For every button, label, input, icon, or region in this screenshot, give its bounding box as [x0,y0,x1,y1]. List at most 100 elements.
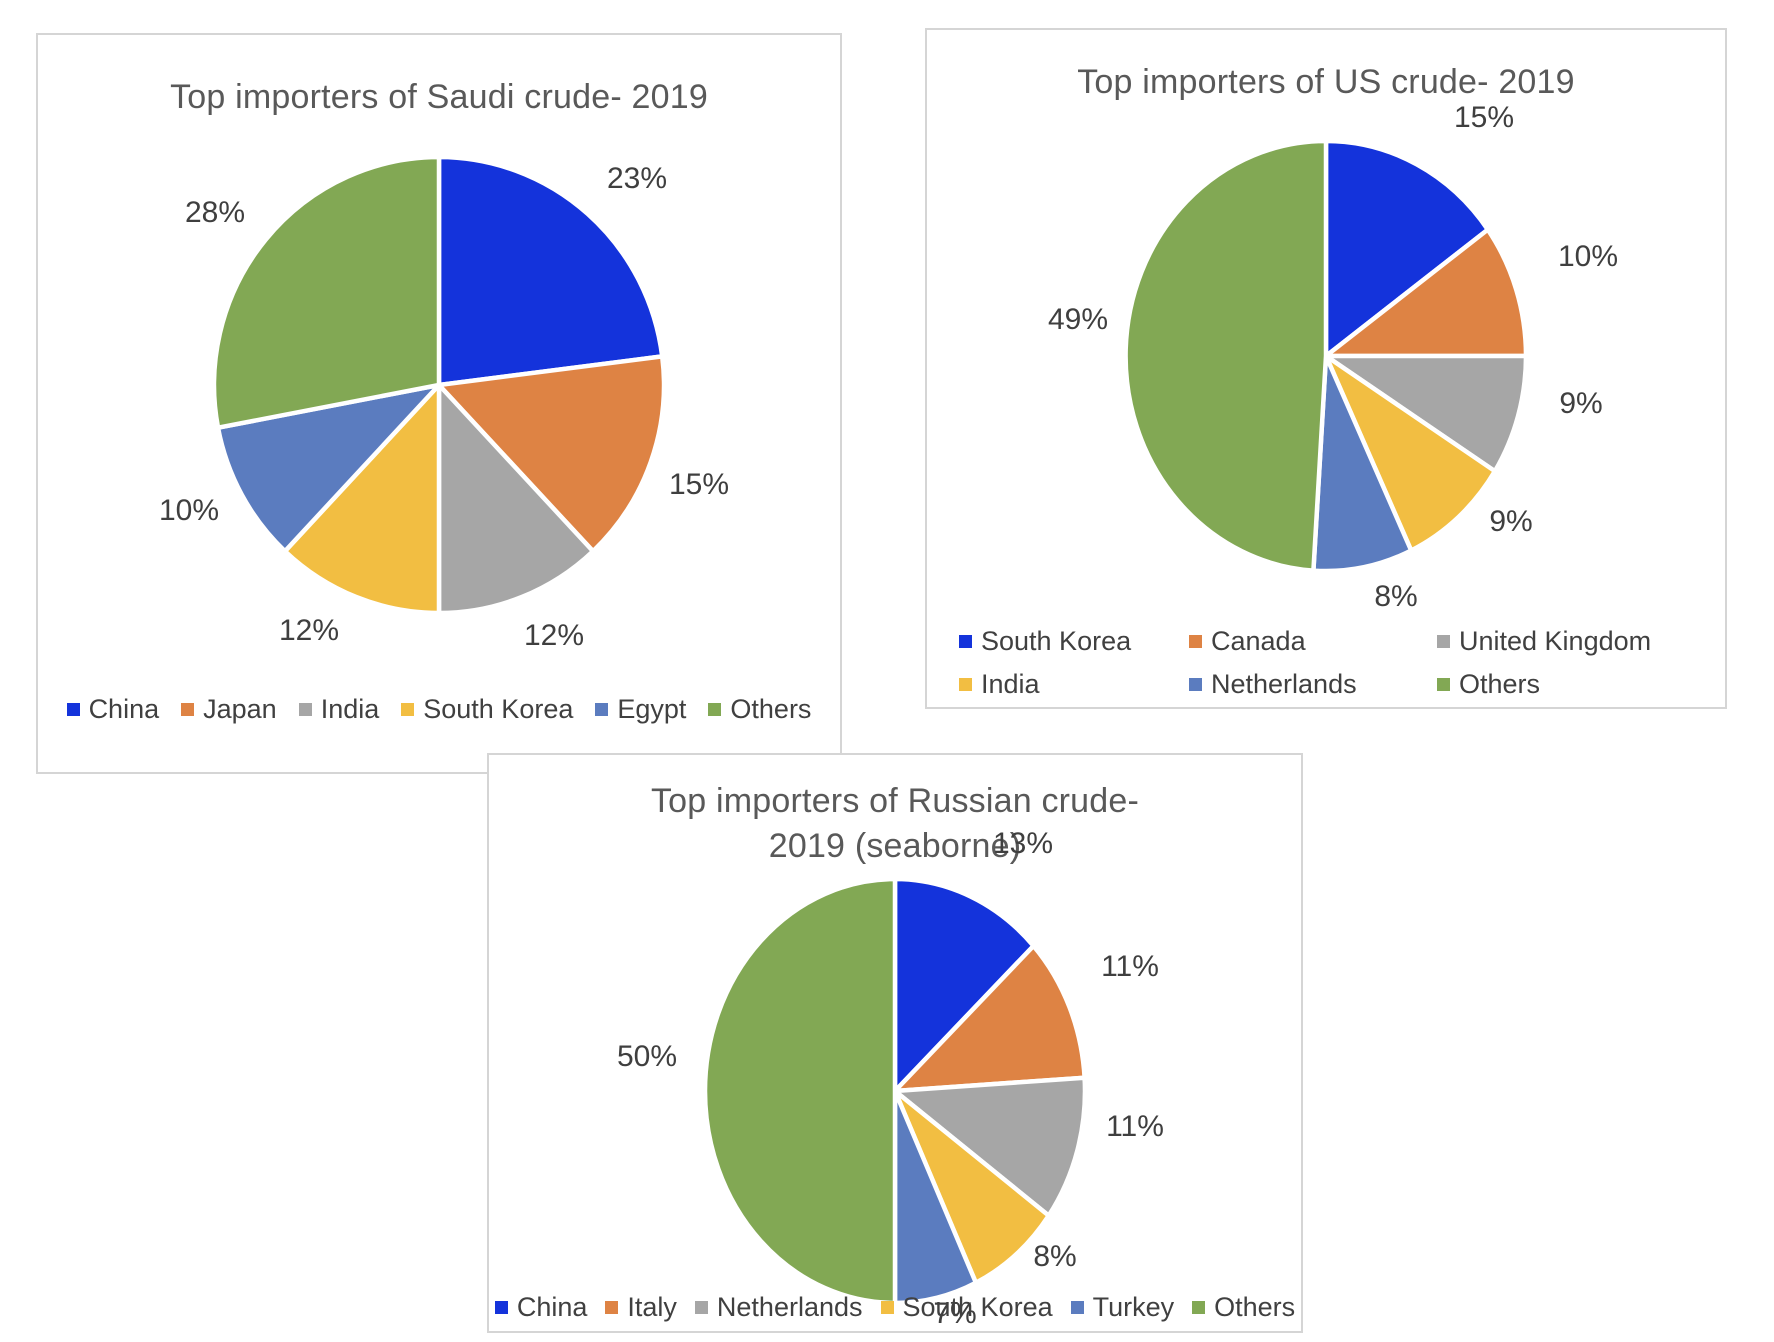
russian-legend-label-italy: Italy [627,1292,677,1322]
saudi-legend-swatch-south-korea [401,702,415,716]
russian-legend-item-italy: Italy [605,1292,677,1323]
russian-legend-label-others: Others [1214,1292,1296,1322]
russian-legend-label-china: China [516,1292,588,1322]
russian-legend-swatch-netherlands [694,1301,708,1314]
us-pie-slices [1123,138,1529,574]
saudi-pie-slice-india [436,382,596,616]
saudi-legend-swatch-egypt [595,702,609,716]
russian-pie-slices [702,876,1088,1305]
russian-legend-swatch-italy [605,1301,619,1314]
russian-legend-item-china: China [494,1292,588,1323]
russian-legend-swatch-south-korea [880,1301,894,1314]
saudi-pct-label-japan: 15% [669,468,729,501]
saudi-pie-slices [211,154,667,616]
saudi-pct-label-others: 28% [185,196,245,229]
russian-pie-slice-china [892,876,1036,1093]
russian-crude-chart-panel: Top importers of Russian crude- 2019 (se… [487,753,1303,1333]
russian-pct-label-south-korea: 8% [1033,1240,1076,1273]
russian-pie-slice-others [702,876,898,1305]
us-legend-swatch-netherlands [1189,677,1202,691]
us-legend-swatch-india [959,677,972,691]
russian-pie-slice-italy [892,943,1087,1093]
saudi-pie-slice-japan [436,354,667,554]
russian-legend-label-south-korea: South Korea [902,1292,1053,1322]
us-pct-label-others: 49% [1048,303,1108,336]
us-pct-label-india: 9% [1489,505,1532,538]
saudi-legend-item-china: China [66,693,160,725]
saudi-legend-swatch-japan [181,702,195,716]
russian-legend-label-turkey: Turkey [1092,1292,1175,1322]
saudi-legend: China Japan India South Korea Egypt Othe… [38,694,840,725]
us-pct-label-united-kingdom: 9% [1559,387,1602,420]
saudi-pct-label-egypt: 10% [159,494,219,527]
us-pie-slice-south-korea [1323,138,1491,359]
us-legend-label-others: Others [1459,668,1541,699]
us-pct-label-south-korea: 15% [1454,101,1514,134]
russian-pct-label-china: 13% [993,827,1053,860]
saudi-pie-slice-others [211,154,442,430]
russian-chart-title: Top importers of Russian crude- 2019 (se… [650,782,1140,865]
saudi-legend-swatch-china [66,702,80,716]
us-pie-slice-india [1323,353,1498,553]
saudi-legend-label-south-korea: South Korea [423,693,574,724]
us-legend-item-india: India [959,669,1189,700]
us-legend-item-others: Others [1437,669,1725,700]
russian-legend-item-others: Others [1192,1292,1295,1323]
saudi-pct-label-china: 23% [607,162,667,195]
us-legend-swatch-south-korea [959,634,972,648]
russian-pie-slice-netherlands [892,1075,1088,1218]
saudi-chart-title: Top importers of Saudi crude- 2019 [170,78,708,116]
saudi-pie-slice-china [436,154,665,388]
us-legend-label-south-korea: South Korea [981,625,1132,656]
saudi-legend-item-japan: Japan [181,694,277,725]
saudi-pct-label-india: 12% [524,619,584,652]
saudi-legend-label-egypt: Egypt [617,693,687,724]
us-legend-swatch-others [1437,677,1450,691]
us-pct-label-canada: 10% [1558,240,1618,273]
russian-legend-swatch-others [1192,1301,1206,1314]
us-pie-slice-united-kingdom [1323,353,1529,474]
us-pct-label-netherlands: 8% [1374,580,1417,613]
saudi-legend-item-egypt: Egypt [595,694,686,725]
us-pie-slice-canada [1323,227,1529,359]
us-legend-item-united-kingdom: United Kingdom [1437,626,1725,657]
russian-legend-item-netherlands: Netherlands [694,1292,863,1323]
russian-legend-swatch-turkey [1070,1301,1084,1314]
saudi-legend-item-india: India [298,693,380,725]
saudi-legend-item-others: Others [708,694,811,725]
us-pie-chart: 15% 10% 9% 9% 8% 49% [1048,101,1618,613]
russian-legend: China Italy Netherlands South Korea Turk… [489,1292,1301,1323]
us-legend-label-united-kingdom: United Kingdom [1459,625,1652,656]
saudi-legend-label-japan: Japan [203,693,277,724]
us-legend-label-netherlands: Netherlands [1211,668,1357,699]
russian-legend-swatch-china [494,1301,508,1314]
us-legend-item-netherlands: Netherlands [1189,669,1437,700]
saudi-legend-label-india: India [320,693,380,724]
us-legend-item-south-korea: South Korea [959,626,1189,657]
saudi-legend-swatch-india [298,702,312,716]
us-pie-slice-others [1123,138,1329,573]
us-legend-swatch-united-kingdom [1437,634,1450,648]
russian-pct-label-netherlands: 11% [1106,1110,1164,1143]
saudi-legend-item-south-korea: South Korea [401,694,573,725]
us-legend-item-canada: Canada [1189,626,1437,657]
russian-pct-label-turkey: 7% [933,1297,976,1330]
saudi-pie-slice-south-korea [282,382,442,616]
russian-legend-item-turkey: Turkey [1070,1292,1175,1323]
saudi-pct-label-south-korea: 12% [279,614,339,647]
us-chart-title: Top importers of US crude- 2019 [1077,63,1575,101]
russian-pct-label-italy: 11% [1101,950,1159,983]
saudi-pie-slice-egypt [215,382,442,554]
saudi-pie-chart: 23% 15% 12% 12% 10% 28% [159,154,729,652]
us-legend-swatch-canada [1189,634,1202,648]
saudi-crude-chart-panel: Top importers of Saudi crude- 2019 23% 1… [36,33,842,774]
saudi-legend-label-others: Others [730,693,812,724]
russian-pie-chart: 13% 11% 11% 8% 7% 50% [617,827,1164,1330]
us-legend-label-canada: Canada [1211,625,1306,656]
us-legend-label-india: India [981,668,1040,699]
russian-legend-item-south-korea: South Korea [880,1292,1053,1323]
us-legend: South Korea Canada United Kingdom India … [927,626,1725,700]
russian-legend-label-netherlands: Netherlands [716,1292,863,1322]
saudi-legend-label-china: China [88,693,160,724]
us-crude-chart-panel: Top importers of US crude- 2019 15% 10% … [925,28,1727,709]
